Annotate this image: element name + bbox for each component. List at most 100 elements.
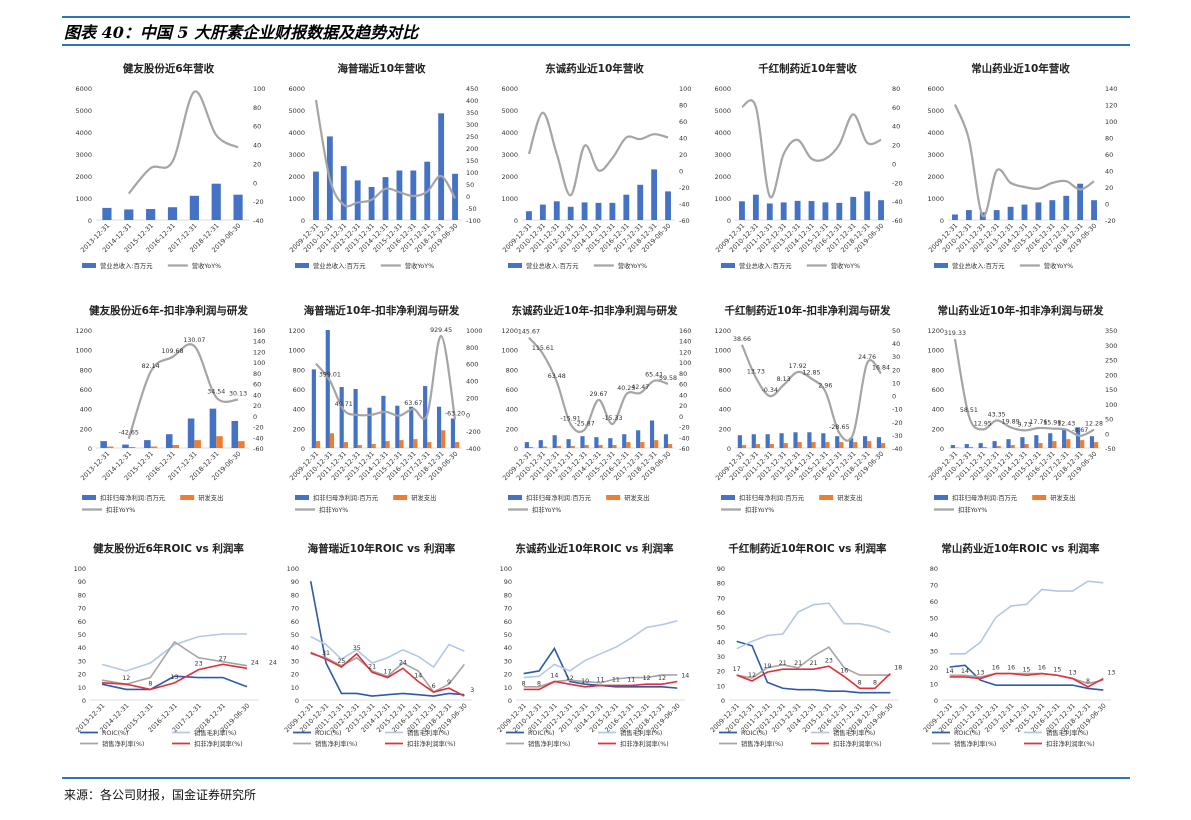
chart-title: 千红制药近10年-扣非净利润与研发 xyxy=(725,304,891,317)
data-label: 14 xyxy=(961,668,969,675)
series-line xyxy=(310,651,465,697)
series-line xyxy=(741,99,882,199)
y2-tick-label: 20 xyxy=(1105,184,1113,192)
data-label: 12.28 xyxy=(1085,421,1103,428)
data-label: 21 xyxy=(368,663,376,670)
data-label: 319.33 xyxy=(944,330,966,337)
legend-label: ROIC(%) xyxy=(315,730,341,737)
data-label: 40.23 xyxy=(617,385,635,392)
y2-tick-label: 140 xyxy=(253,338,265,346)
panel-r2c4: 千红制药近10年-扣非净利润与研发020040060080010001200-4… xyxy=(714,304,903,514)
top-rule xyxy=(62,16,1130,18)
y-tick-label: 2000 xyxy=(714,173,731,181)
legend-label: 销售净利率(%) xyxy=(528,739,570,748)
chart-title: 健友股份近6年-扣非净利润与研发 xyxy=(89,304,248,317)
legend-label: 营业总收入:百万元 xyxy=(952,261,1005,270)
y2-tick-label: 400 xyxy=(466,378,478,386)
series-line xyxy=(523,620,678,679)
data-label: 8.13 xyxy=(777,376,791,383)
y-tick-label: 80 xyxy=(504,591,512,599)
bar xyxy=(106,446,114,448)
y2-tick-label: 0 xyxy=(892,393,896,401)
y-tick-label: 0 xyxy=(301,445,305,453)
panel-r3c2: 海普瑞近10年ROIC vs 利润率 0 10 20 30 40 50 60 70 80 90 100… xyxy=(283,542,475,748)
bar xyxy=(566,439,571,448)
data-label: 38.66 xyxy=(733,336,751,343)
legend-label: ROIC(%) xyxy=(102,730,128,737)
legend-label: 销售毛利率(%) xyxy=(194,728,236,737)
y-tick-label: 10 xyxy=(717,682,725,690)
y2-tick-label: -10 xyxy=(892,406,903,414)
y2-tick-label: 0 xyxy=(253,179,257,187)
y-tick-label: 10 xyxy=(291,684,299,692)
data-label: 12.85 xyxy=(802,370,820,377)
y-tick-label: 1000 xyxy=(288,347,305,355)
y2-tick-label: -20 xyxy=(892,419,903,427)
data-label: -25.87 xyxy=(574,421,594,428)
y-tick-label: 10 xyxy=(930,681,938,689)
y2-tick-label: 250 xyxy=(466,133,478,141)
data-label: -15.91 xyxy=(561,415,581,422)
data-label: 63.67 xyxy=(404,400,422,407)
legend-label: 营业总收入:百万元 xyxy=(313,261,366,270)
bar xyxy=(553,201,560,220)
series-line xyxy=(101,675,248,691)
data-label: 58.51 xyxy=(960,407,978,414)
bar xyxy=(867,441,872,448)
bar xyxy=(150,446,158,448)
data-label: 65.41 xyxy=(645,372,663,379)
bar xyxy=(636,430,641,448)
y-tick-label: 200 xyxy=(719,425,731,433)
data-label: 12 xyxy=(658,675,666,682)
y-tick-label: 6000 xyxy=(75,85,92,93)
bar xyxy=(441,430,446,448)
bar xyxy=(209,408,217,448)
y2-tick-label: 20 xyxy=(253,402,261,410)
y-tick-label: 60 xyxy=(291,618,299,626)
data-label: 8 xyxy=(873,679,877,686)
y-tick-label: 0 xyxy=(88,445,92,453)
y-tick-label: 60 xyxy=(504,618,512,626)
data-label: 8 xyxy=(148,680,152,687)
legend-swatch xyxy=(82,495,96,500)
y-tick-label: 3000 xyxy=(75,151,92,159)
y-tick-label: 80 xyxy=(717,580,725,588)
legend-label: 销售净利率(%) xyxy=(741,739,783,748)
y2-tick-label: 200 xyxy=(466,145,478,153)
legend-swatch xyxy=(721,495,735,500)
data-label: 11 xyxy=(596,676,604,683)
y2-tick-label: 140 xyxy=(679,338,691,346)
data-label: 24 xyxy=(251,659,259,666)
data-label: 17 xyxy=(733,666,741,673)
data-label: 24.76 xyxy=(858,354,876,361)
series-line xyxy=(740,344,882,442)
bar xyxy=(396,170,403,220)
bar xyxy=(996,446,1001,448)
legend-label: 扣非归母净利润:百万元 xyxy=(739,493,805,502)
y2-tick-label: 20 xyxy=(679,402,687,410)
data-label: 9.73 xyxy=(1017,421,1031,428)
y2-tick-label: -60 xyxy=(892,217,903,225)
y2-tick-label: 140 xyxy=(1105,85,1117,93)
y2-tick-label: -50 xyxy=(1105,445,1116,453)
y-tick-label: 60 xyxy=(930,598,938,606)
data-label: 929.45 xyxy=(430,327,452,334)
legend-label: 扣非归母净利润:百万元 xyxy=(100,493,166,502)
series-line xyxy=(528,336,669,433)
y2-tick-label: 40 xyxy=(892,123,900,131)
y-tick-label: 70 xyxy=(717,594,725,602)
data-label: 3 xyxy=(470,687,474,694)
y-tick-label: 70 xyxy=(78,605,86,613)
y2-tick-label: -30 xyxy=(892,432,903,440)
y2-tick-label: -60 xyxy=(679,217,690,225)
y2-tick-label: 400 xyxy=(466,97,478,105)
y-tick-label: 80 xyxy=(291,591,299,599)
series-line xyxy=(949,672,1104,688)
panel-r2c5: 常山药业近10年-扣非净利润与研发020040060080010001200-5… xyxy=(927,304,1117,514)
y-tick-label: 20 xyxy=(291,671,299,679)
y-tick-label: 400 xyxy=(506,406,518,414)
y-tick-label: 30 xyxy=(291,657,299,665)
legend-label: 销售毛利率(%) xyxy=(833,728,875,737)
bar xyxy=(622,434,627,448)
data-label: 12.43 xyxy=(1057,421,1075,428)
